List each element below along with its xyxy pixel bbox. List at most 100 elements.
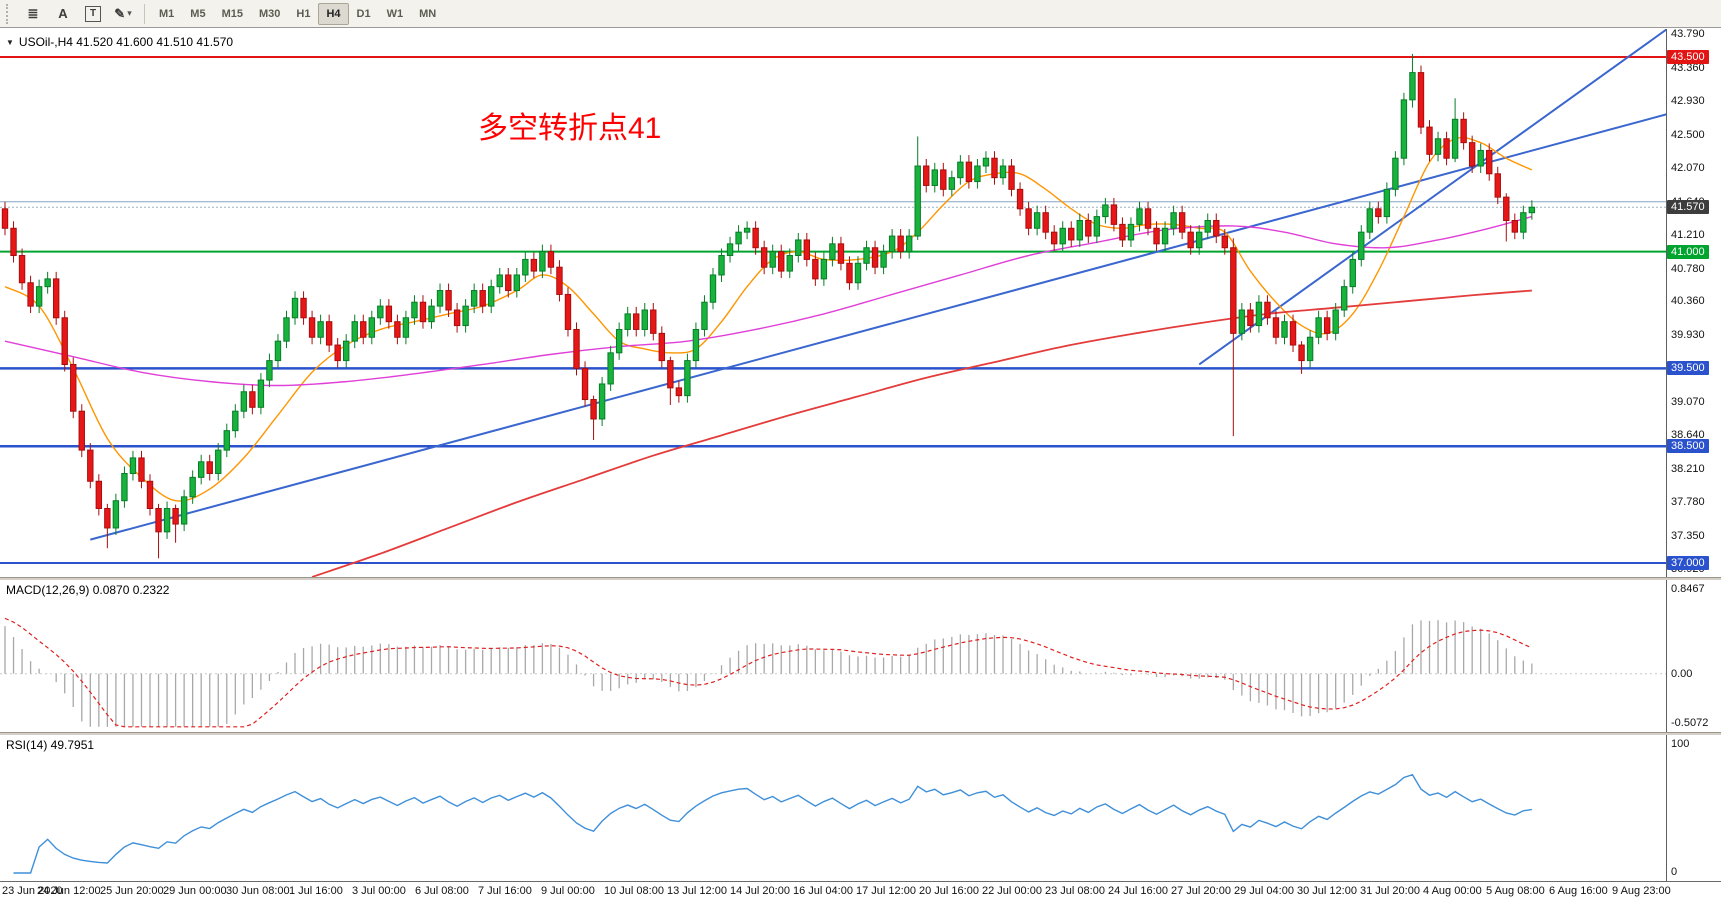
price-tick: 37.780 xyxy=(1671,496,1705,509)
time-tick-label: 30 Jul 12:00 xyxy=(1297,885,1357,897)
timeframe-button-mn[interactable]: MN xyxy=(419,7,437,20)
timeframe-button-m1[interactable]: M1 xyxy=(159,7,175,20)
level-price-label[interactable]: 39.500 xyxy=(1667,361,1709,376)
time-tick-label: 10 Jul 08:00 xyxy=(604,885,664,897)
price-tick: 42.930 xyxy=(1671,95,1705,108)
current-price-label: 41.570 xyxy=(1667,200,1709,215)
macd-label: MACD(12,26,9) 0.0870 0.2322 xyxy=(6,583,170,597)
draw-tool-button[interactable]: ✎ ▾ xyxy=(108,2,138,26)
time-tick-label: 20 Jul 16:00 xyxy=(919,885,979,897)
price-tick: 40.360 xyxy=(1671,295,1705,308)
time-tick-label: 17 Jul 12:00 xyxy=(856,885,916,897)
timeframe-button-m30[interactable]: M30 xyxy=(258,7,281,20)
macd-histogram xyxy=(4,620,1533,727)
time-tick-label: 1 Jul 16:00 xyxy=(289,885,343,897)
draw-tool-dropdown-icon[interactable]: ▾ xyxy=(127,8,132,18)
macd-tick: -0.5072 xyxy=(1671,717,1709,729)
time-tick-label: 30 Jun 08:00 xyxy=(226,885,290,897)
timeframe-button-w1[interactable]: W1 xyxy=(386,7,404,20)
time-tick-label: 9 Aug 23:00 xyxy=(1612,885,1671,897)
time-tick-label: 29 Jul 04:00 xyxy=(1234,885,1294,897)
trendline[interactable] xyxy=(90,112,1666,541)
level-price-label[interactable]: 41.000 xyxy=(1667,244,1709,259)
time-tick-label: 9 Jul 00:00 xyxy=(541,885,595,897)
price-tick: 43.360 xyxy=(1671,61,1705,74)
level-price-label[interactable]: 38.500 xyxy=(1667,439,1709,454)
chart-symbol-label: ▼ USOil-,H4 41.520 41.600 41.510 41.570 xyxy=(6,35,233,49)
toolbar-separator xyxy=(144,3,145,24)
text-tool-icon: A xyxy=(58,6,68,21)
rsi-plot[interactable] xyxy=(0,735,1666,881)
time-tick-label: 29 Jun 00:00 xyxy=(163,885,227,897)
ma-mid-magenta xyxy=(4,215,1533,387)
rsi-panel[interactable]: RSI(14) 49.7951 xyxy=(0,735,1666,881)
time-tick-label: 25 Jun 20:00 xyxy=(100,885,164,897)
timeframe-button-d1[interactable]: D1 xyxy=(356,7,371,20)
rsi-axis[interactable]: 100 0 xyxy=(1666,735,1721,881)
macd-tick: 0.00 xyxy=(1671,667,1693,680)
price-tick: 38.640 xyxy=(1671,429,1705,442)
time-tick-label: 23 Jul 08:00 xyxy=(1045,885,1105,897)
price-tick: 39.930 xyxy=(1671,328,1705,341)
text-tool-button[interactable]: A xyxy=(48,2,78,26)
time-tick-label: 3 Jul 00:00 xyxy=(352,885,406,897)
time-tick-label: 22 Jul 00:00 xyxy=(982,885,1042,897)
timeframe-button-m5[interactable]: M5 xyxy=(190,7,206,20)
rsi-label: RSI(14) 49.7951 xyxy=(6,738,95,752)
symbol-quote-text: USOil-,H4 41.520 41.600 41.510 41.570 xyxy=(18,35,234,49)
timeframe-button-h1[interactable]: H1 xyxy=(296,7,311,20)
timeframe-button-h4[interactable]: H4 xyxy=(318,2,349,25)
candle-series xyxy=(1,53,1536,559)
price-tick: 39.070 xyxy=(1671,395,1705,408)
candlestick-plot[interactable] xyxy=(0,29,1666,577)
time-tick-label: 14 Jul 20:00 xyxy=(730,885,790,897)
time-tick-label: 6 Jul 08:00 xyxy=(415,885,469,897)
time-tick-label: 13 Jul 12:00 xyxy=(667,885,727,897)
macd-tick: 0.8467 xyxy=(1671,583,1705,595)
price-axis[interactable]: 43.79043.36042.93042.50042.07041.64041.2… xyxy=(1666,29,1721,577)
price-tick: 38.210 xyxy=(1671,462,1705,475)
price-chart-panel[interactable]: ▼ USOil-,H4 41.520 41.600 41.510 41.570 … xyxy=(0,29,1666,577)
time-axis[interactable]: 23 Jun 2020 24 Jun 12:00 25 Jun 20:00 29 Ju… xyxy=(0,881,1721,900)
trendline[interactable] xyxy=(1198,29,1666,366)
price-tick: 37.350 xyxy=(1671,529,1705,542)
macd-panel[interactable]: MACD(12,26,9) 0.0870 0.2322 xyxy=(0,580,1666,732)
price-tick: 42.070 xyxy=(1671,162,1705,175)
level-price-label[interactable]: 43.500 xyxy=(1667,50,1709,65)
label-tool-button[interactable]: T xyxy=(78,2,108,26)
rsi-line xyxy=(13,773,1532,874)
chart-annotation-text[interactable]: 多空转折点41 xyxy=(478,112,662,145)
toolbar-grip[interactable] xyxy=(6,3,12,24)
time-tick-label: 24 Jul 16:00 xyxy=(1108,885,1168,897)
price-tick: 43.790 xyxy=(1671,29,1705,41)
price-tick: 42.500 xyxy=(1671,128,1705,141)
time-tick-label: 4 Aug 00:00 xyxy=(1423,885,1482,897)
time-tick-label: 23 Jun 2020 xyxy=(2,885,63,897)
time-tick-label: 7 Jul 16:00 xyxy=(478,885,532,897)
rsi-tick: 100 xyxy=(1671,738,1690,750)
price-tick: 41.210 xyxy=(1671,229,1705,242)
macd-plot[interactable] xyxy=(0,580,1666,732)
objects-list-button[interactable]: ≣ xyxy=(18,2,48,26)
time-tick-label: 16 Jul 04:00 xyxy=(793,885,853,897)
panel-divider[interactable] xyxy=(0,577,1721,580)
price-tick: 40.780 xyxy=(1671,262,1705,275)
expand-triangle-icon[interactable]: ▼ xyxy=(6,37,14,47)
ma-slow-red xyxy=(311,289,1532,577)
toolbar: ≣ A T ✎ ▾ M1 M5 M15 M30 H1 H4 D1 W1 MN xyxy=(0,0,1721,28)
panel-divider[interactable] xyxy=(0,732,1721,735)
level-price-label[interactable]: 37.000 xyxy=(1667,555,1709,570)
draw-tool-icon: ✎ xyxy=(114,5,126,21)
objects-list-icon: ≣ xyxy=(27,5,39,21)
chart-area: ▼ USOil-,H4 41.520 41.600 41.510 41.570 … xyxy=(0,29,1721,900)
time-tick-label: 5 Aug 08:00 xyxy=(1486,885,1545,897)
macd-axis[interactable]: 0.8467 0.00 -0.5072 xyxy=(1666,580,1721,732)
time-tick-label: 27 Jul 20:00 xyxy=(1171,885,1231,897)
rsi-tick: 0 xyxy=(1671,866,1678,878)
time-tick-label: 24 Jun 12:00 xyxy=(37,885,101,897)
timeframe-button-m15[interactable]: M15 xyxy=(221,7,243,20)
label-tool-icon: T xyxy=(85,5,101,22)
macd-signal-line xyxy=(4,617,1533,728)
time-tick-label: 31 Jul 20:00 xyxy=(1360,885,1420,897)
